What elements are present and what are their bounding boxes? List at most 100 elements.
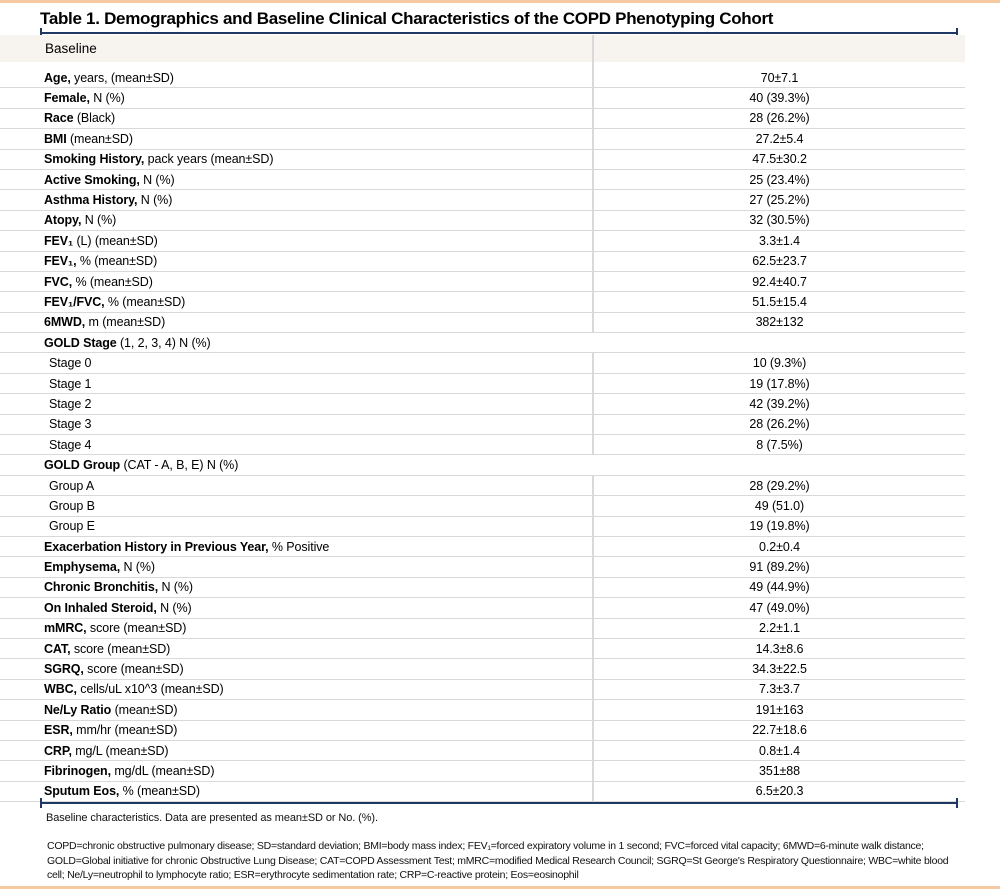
row-label: Fibrinogen, mg/dL (mean±SD) — [44, 763, 215, 778]
abbreviations-text: COPD=chronic obstructive pulmonary disea… — [47, 840, 949, 881]
table-row: Stage 0 10 (9.3%) — [0, 353, 965, 374]
row-value: 34.3±22.5 — [592, 659, 965, 679]
table-row: Race (Black) 28 (26.2%) — [0, 108, 965, 130]
bottom-rule — [40, 798, 958, 808]
row-label: FVC, % (mean±SD) — [44, 274, 153, 289]
row-label: Age, years, (mean±SD) — [44, 70, 174, 85]
row-value: 42 (39.2%) — [592, 394, 965, 414]
table-row: Emphysema, N (%) 91 (89.2%) — [0, 557, 965, 578]
row-label: 6MWD, m (mean±SD) — [44, 315, 166, 330]
row-value: 3.3±1.4 — [592, 231, 965, 251]
row-value: 40 (39.3%) — [592, 88, 965, 108]
table-row: Stage 2 42 (39.2%) — [0, 394, 965, 415]
row-label: On Inhaled Steroid, N (%) — [44, 600, 192, 615]
row-value: 92.4±40.7 — [592, 271, 965, 292]
row-label: Stage 0 — [49, 356, 92, 371]
table-row: Fibrinogen, mg/dL (mean±SD) 351±88 — [0, 761, 965, 782]
table-row: BMI (mean±SD) 27.2±5.4 — [0, 129, 965, 150]
page-bottom-border — [0, 886, 1000, 889]
row-label: FEV₁ (L) (mean±SD) — [44, 233, 158, 248]
table-row: Atopy, N (%) 32 (30.5%) — [0, 210, 965, 232]
row-value: 27 (25.2%) — [592, 190, 965, 210]
table-row: SGRQ, score (mean±SD) 34.3±22.5 — [0, 659, 965, 680]
row-label: Sputum Eos, % (mean±SD) — [44, 784, 200, 799]
table-row: ESR, mm/hr (mean±SD) 22.7±18.6 — [0, 720, 965, 741]
row-label: Group E — [49, 519, 95, 534]
row-label: Active Smoking, N (%) — [44, 172, 175, 187]
table-row: Stage 3 28 (26.2%) — [0, 414, 965, 436]
row-label: Stage 4 — [49, 437, 92, 452]
row-label: FEV₁/FVC, % (mean±SD) — [44, 294, 186, 309]
table-row: Active Smoking, N (%) 25 (23.4%) — [0, 169, 965, 191]
section-row: GOLD Stage (1, 2, 3, 4) N (%) — [0, 333, 965, 354]
table-row: Exacerbation History in Previous Year, %… — [0, 536, 965, 558]
row-label: Stage 1 — [49, 376, 92, 391]
row-value: 28 (26.2%) — [592, 414, 965, 435]
row-value: 25 (23.4%) — [592, 169, 965, 190]
row-label: Stage 2 — [49, 396, 92, 411]
row-value: 2.2±1.1 — [592, 618, 965, 638]
top-rule — [40, 28, 958, 38]
table-row: FEV₁/FVC, % (mean±SD) 51.5±15.4 — [0, 292, 965, 313]
table-row: Age, years, (mean±SD) 70±7.1 — [0, 68, 965, 89]
table-row: Group A 28 (29.2%) — [0, 475, 965, 497]
table-row: Group B 49 (51.0) — [0, 496, 965, 517]
row-label: Race (Black) — [44, 111, 116, 126]
table-row: Group E 19 (19.8%) — [0, 516, 965, 537]
row-label: Smoking History, pack years (mean±SD) — [44, 152, 274, 167]
row-value: 70±7.1 — [592, 68, 965, 88]
row-label: Asthma History, N (%) — [44, 193, 173, 208]
row-label: Chronic Bronchitis, N (%) — [44, 580, 193, 595]
section-row: GOLD Group (CAT - A, B, E) N (%) — [0, 455, 965, 476]
row-value: 6.5±20.3 — [592, 781, 965, 802]
table-row: Chronic Bronchitis, N (%) 49 (44.9%) — [0, 577, 965, 599]
row-value: 14.3±8.6 — [592, 638, 965, 659]
header-label: Baseline — [45, 41, 97, 56]
row-value: 47.5±30.2 — [592, 149, 965, 169]
row-label: FEV₁, % (mean±SD) — [44, 254, 158, 269]
row-value: 28 (26.2%) — [592, 108, 965, 129]
table-row: FVC, % (mean±SD) 92.4±40.7 — [0, 271, 965, 293]
table-row: WBC, cells/uL x10^3 (mean±SD) 7.3±3.7 — [0, 679, 965, 701]
row-label: CRP, mg/L (mean±SD) — [44, 743, 169, 758]
row-value: 0.2±0.4 — [592, 536, 965, 557]
row-value: 19 (19.8%) — [592, 516, 965, 536]
row-label: Exacerbation History in Previous Year, %… — [44, 539, 330, 554]
row-value: 49 (51.0) — [592, 496, 965, 516]
table-row: CAT, score (mean±SD) 14.3±8.6 — [0, 638, 965, 660]
table-body: Age, years, (mean±SD) 70±7.1 Female, N (%)… — [0, 68, 965, 803]
row-value: 47 (49.0%) — [592, 598, 965, 618]
row-value: 10 (9.3%) — [592, 353, 965, 373]
page-top-border — [0, 0, 1000, 3]
row-value: 62.5±23.7 — [592, 251, 965, 271]
row-label: Female, N (%) — [44, 91, 125, 106]
table-row: Smoking History, pack years (mean±SD) 47.… — [0, 149, 965, 170]
row-label: Emphysema, N (%) — [44, 560, 155, 575]
table-row: Asthma History, N (%) 27 (25.2%) — [0, 190, 965, 211]
table-header-row: Baseline — [0, 35, 965, 62]
row-value: 8 (7.5%) — [592, 435, 965, 455]
table-row: FEV₁, % (mean±SD) 62.5±23.7 — [0, 251, 965, 272]
table-title: Table 1. Demographics and Baseline Clini… — [40, 9, 774, 28]
table-row: 6MWD, m (mean±SD) 382±132 — [0, 312, 965, 334]
table-footnote: Baseline characteristics. Data are prese… — [46, 812, 378, 824]
row-value: 51.5±15.4 — [592, 292, 965, 312]
row-value: 32 (30.5%) — [592, 210, 965, 231]
row-value: 351±88 — [592, 761, 965, 781]
row-value: 191±163 — [592, 700, 965, 720]
table-row: FEV₁ (L) (mean±SD) 3.3±1.4 — [0, 231, 965, 252]
row-label: Stage 3 — [49, 417, 92, 432]
row-value: 27.2±5.4 — [592, 129, 965, 149]
row-label: Group A — [49, 478, 95, 493]
row-label: GOLD Group (CAT - A, B, E) N (%) — [44, 458, 239, 473]
row-label: WBC, cells/uL x10^3 (mean±SD) — [44, 682, 224, 697]
row-label: GOLD Stage (1, 2, 3, 4) N (%) — [44, 335, 211, 350]
table-row: Sputum Eos, % (mean±SD) 6.5±20.3 — [0, 781, 965, 803]
row-label: ESR, mm/hr (mean±SD) — [44, 723, 178, 738]
table-row: Stage 1 19 (17.8%) — [0, 373, 965, 395]
row-value: 382±132 — [592, 312, 965, 333]
table-row: On Inhaled Steroid, N (%) 47 (49.0%) — [0, 598, 965, 619]
row-label: mMRC, score (mean±SD) — [44, 621, 187, 636]
table-row: Female, N (%) 40 (39.3%) — [0, 88, 965, 109]
table-row: CRP, mg/L (mean±SD) 0.8±1.4 — [0, 740, 965, 762]
